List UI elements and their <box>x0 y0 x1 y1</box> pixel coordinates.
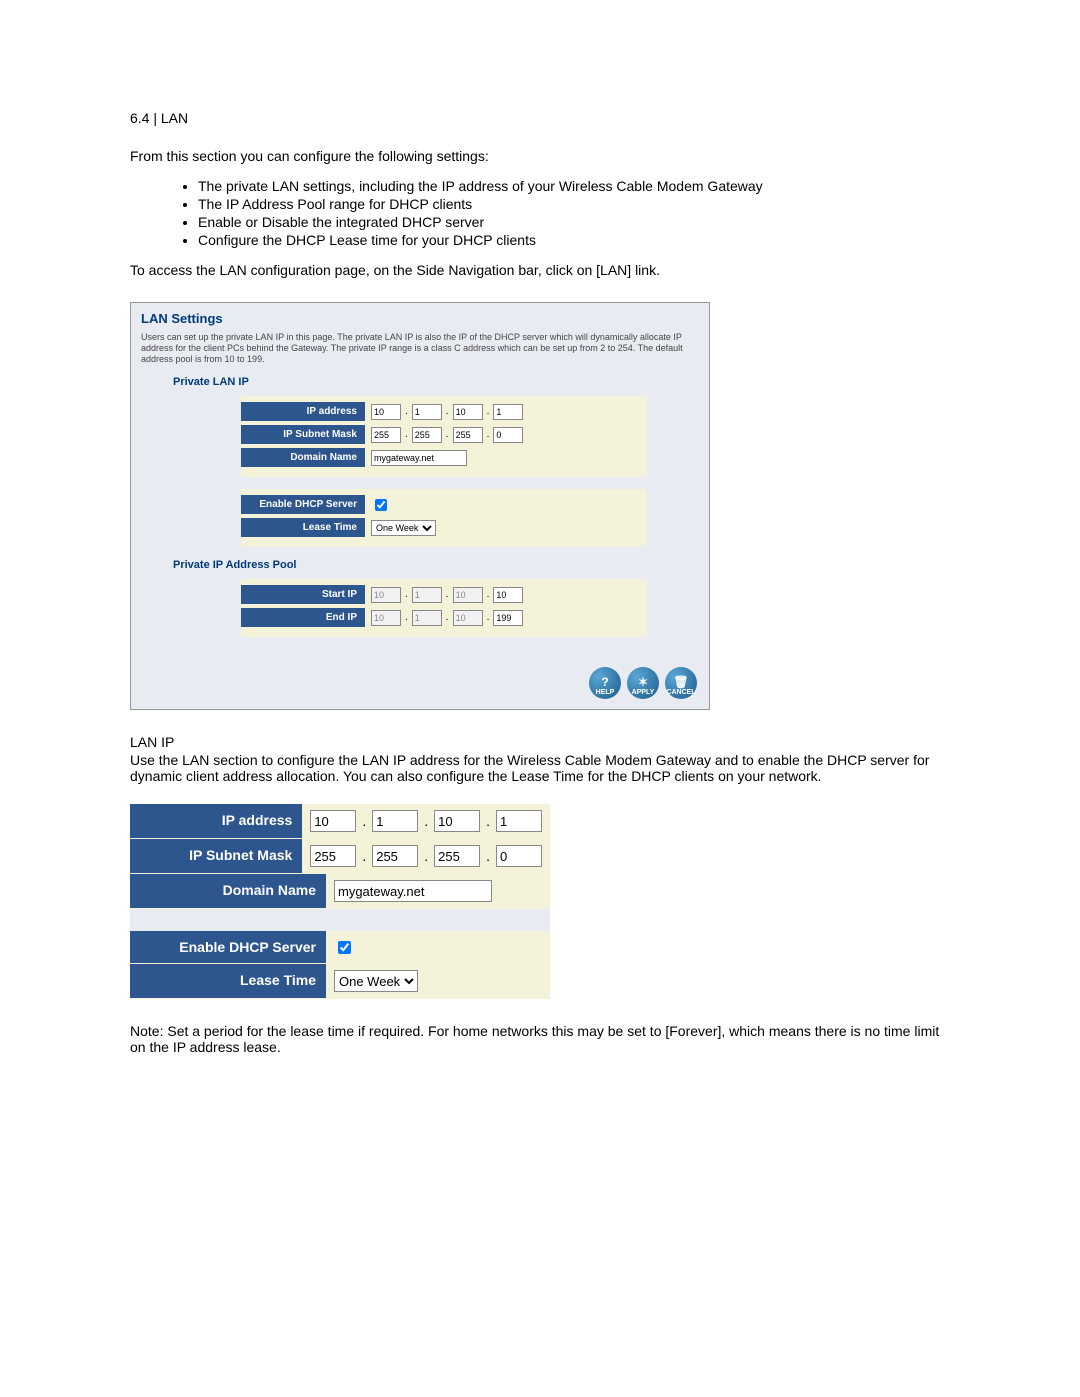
help-button[interactable]: ? HELP <box>589 667 621 699</box>
list-item: The private LAN settings, including the … <box>198 178 950 194</box>
apply-button[interactable]: ✶ APPLY <box>627 667 659 699</box>
panel-description: Users can set up the private LAN IP in t… <box>141 332 699 364</box>
ip-octet-3[interactable] <box>453 404 483 420</box>
action-bar: ? HELP ✶ APPLY 🗑 CANCEL <box>131 657 709 709</box>
subnet-mask-label-lg: IP Subnet Mask <box>130 839 302 874</box>
ip-lg-octet-3[interactable] <box>434 810 480 832</box>
lease-time-select-lg[interactable]: One Week <box>334 970 418 992</box>
domain-name-input[interactable] <box>371 450 467 466</box>
dhcp-block: Enable DHCP Server Lease Time One Week <box>241 489 647 547</box>
mask-octet-2[interactable] <box>412 427 442 443</box>
end-ip-label: End IP <box>241 608 365 627</box>
mask-lg-octet-1[interactable] <box>310 845 356 867</box>
feature-list: The private LAN settings, including the … <box>130 178 950 248</box>
mask-octet-4[interactable] <box>493 427 523 443</box>
domain-name-label: Domain Name <box>241 448 365 467</box>
lan-ip-detail-block: IP address . . . IP Subnet Mask . . . Do… <box>130 804 550 999</box>
cancel-button[interactable]: 🗑 CANCEL <box>665 667 697 699</box>
help-icon: ? <box>601 676 608 688</box>
ip-octet-2[interactable] <box>412 404 442 420</box>
lease-note: Note: Set a period for the lease time if… <box>130 1023 950 1055</box>
domain-name-input-lg[interactable] <box>334 880 492 902</box>
enable-dhcp-label-lg: Enable DHCP Server <box>130 931 326 964</box>
ip-lg-octet-2[interactable] <box>372 810 418 832</box>
enable-dhcp-label: Enable DHCP Server <box>241 495 365 514</box>
lan-settings-panel: LAN Settings Users can set up the privat… <box>130 302 710 710</box>
ip-pool-heading: Private IP Address Pool <box>173 559 699 571</box>
ip-octet-1[interactable] <box>371 404 401 420</box>
list-item: Enable or Disable the integrated DHCP se… <box>198 214 950 230</box>
panel-title: LAN Settings <box>141 311 699 326</box>
ip-lg-octet-4[interactable] <box>496 810 542 832</box>
access-instruction: To access the LAN configuration page, on… <box>130 262 950 278</box>
mask-lg-octet-3[interactable] <box>434 845 480 867</box>
start-ip-label: Start IP <box>241 585 365 604</box>
lan-ip-heading: LAN IP <box>130 734 950 750</box>
mask-octet-1[interactable] <box>371 427 401 443</box>
lan-ip-text: Use the LAN section to configure the LAN… <box>130 752 950 784</box>
start-ip-octet-2 <box>412 587 442 603</box>
ip-lg-octet-1[interactable] <box>310 810 356 832</box>
list-item: The IP Address Pool range for DHCP clien… <box>198 196 950 212</box>
subnet-mask-label: IP Subnet Mask <box>241 425 365 444</box>
private-lan-ip-block: IP address . . . IP Subnet Mask . . . <box>241 396 647 477</box>
mask-lg-octet-4[interactable] <box>496 845 542 867</box>
list-item: Configure the DHCP Lease time for your D… <box>198 232 950 248</box>
section-heading: 6.4 | LAN <box>130 110 950 126</box>
ip-address-label: IP address <box>241 402 365 421</box>
ip-octet-4[interactable] <box>493 404 523 420</box>
ip-address-label-lg: IP address <box>130 804 302 839</box>
ip-pool-block: Start IP . . . End IP . . . <box>241 579 647 637</box>
document-page: 6.4 | LAN From this section you can conf… <box>0 0 1080 1115</box>
end-ip-octet-3 <box>453 610 483 626</box>
intro-text: From this section you can configure the … <box>130 148 950 164</box>
enable-dhcp-checkbox-lg[interactable] <box>338 941 351 954</box>
apply-icon: ✶ <box>638 676 648 688</box>
lease-time-label: Lease Time <box>241 518 365 537</box>
enable-dhcp-checkbox[interactable] <box>375 499 387 511</box>
end-ip-octet-4[interactable] <box>493 610 523 626</box>
domain-name-label-lg: Domain Name <box>130 874 326 909</box>
end-ip-octet-1 <box>371 610 401 626</box>
lease-time-select[interactable]: One Week <box>371 520 436 536</box>
lease-time-label-lg: Lease Time <box>130 964 326 999</box>
private-lan-ip-heading: Private LAN IP <box>173 376 699 388</box>
mask-lg-octet-2[interactable] <box>372 845 418 867</box>
end-ip-octet-2 <box>412 610 442 626</box>
start-ip-octet-3 <box>453 587 483 603</box>
cancel-icon: 🗑 <box>673 676 688 688</box>
start-ip-octet-4[interactable] <box>493 587 523 603</box>
mask-octet-3[interactable] <box>453 427 483 443</box>
start-ip-octet-1 <box>371 587 401 603</box>
